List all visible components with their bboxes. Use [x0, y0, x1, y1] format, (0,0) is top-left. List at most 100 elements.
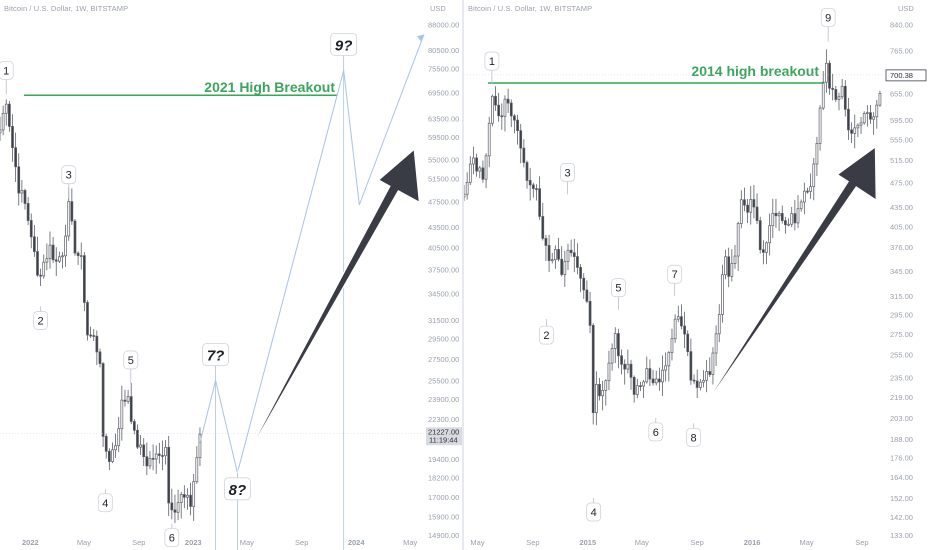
candle-down [123, 399, 127, 402]
candle-up [120, 399, 124, 430]
candle-up [721, 274, 724, 315]
chart-2022-canvas[interactable]: 88000.00 80500.00 75500.00 69500.00 63500.00… [0, 0, 462, 550]
candle-up [749, 199, 753, 213]
wave-label: 9? [330, 33, 358, 56]
wave-label-box [61, 165, 77, 185]
candle-down [569, 249, 573, 254]
candle-up [790, 213, 794, 225]
wave-label-text: 3 [66, 170, 72, 182]
candle-up [733, 255, 737, 264]
price-tick-label: 655.00 [890, 89, 913, 98]
wave-label: 4 [97, 493, 113, 513]
price-tick-label: 51500.00 [428, 174, 459, 183]
candle-down [142, 444, 146, 458]
candle-up [4, 103, 8, 114]
panel-divider [462, 0, 464, 550]
candle-up [613, 333, 617, 349]
price-tick-label: 15900.00 [428, 512, 459, 521]
wave-label: 8 [686, 427, 701, 447]
price-tick-label: 47500.00 [428, 198, 459, 207]
candle-down [157, 453, 161, 456]
price-tick-label: 152.00 [890, 494, 913, 503]
projection-arrowhead [417, 34, 424, 42]
candle-down [513, 115, 516, 121]
price-tick-label: 219.00 [890, 393, 913, 402]
time-tick-label: May [799, 538, 813, 547]
chart-2014-canvas[interactable]: 840.00 765.00 655.00 595.00 555.00 515.00 475.… [464, 0, 932, 550]
candle-up [607, 362, 611, 382]
price-tick-label: 75500.00 [428, 65, 459, 74]
candle-up [878, 93, 882, 106]
candle-up [503, 98, 507, 117]
time-tick-label: May [403, 538, 417, 547]
wave-label: 1 [0, 60, 14, 80]
candle-up [859, 122, 863, 126]
time-tick-label: Sep [855, 538, 868, 547]
candle-down [727, 256, 731, 277]
candle-down [522, 147, 526, 163]
candle-down [629, 363, 633, 378]
candle-down [481, 167, 485, 180]
candle-down [33, 236, 36, 252]
candle-down [582, 277, 586, 291]
candle-down [89, 334, 92, 337]
candle-up [195, 457, 199, 483]
candle-up [154, 453, 158, 460]
candle-down [850, 129, 853, 134]
candle-up [714, 333, 718, 354]
candle-down [17, 166, 21, 194]
candle-up [673, 318, 677, 340]
price-tick-label: 203.00 [890, 414, 913, 423]
candle-down [531, 184, 535, 189]
candle-down [39, 274, 42, 277]
time-tick-label: May [470, 538, 484, 547]
price-tick-label: 295.00 [890, 310, 913, 319]
candle-up [809, 186, 812, 192]
wave-label-box [164, 528, 180, 548]
candle-down [170, 502, 174, 511]
price-tick-label: 88000.00 [428, 20, 459, 29]
price-tick-label: 17000.00 [428, 493, 459, 502]
candle-up [45, 258, 49, 263]
time-tick-label: Sep [526, 538, 539, 547]
price-tick-label: 23900.00 [428, 395, 459, 404]
candle-up [61, 255, 64, 258]
candle-up [186, 494, 189, 498]
price-tick-label: 235.00 [890, 373, 913, 382]
candle-down [500, 115, 504, 118]
candle-down [585, 289, 589, 302]
candle-down [547, 245, 551, 261]
price-tick-label: 40500.00 [428, 244, 459, 253]
chart-panel-2014[interactable]: 840.00 765.00 655.00 595.00 555.00 515.00 475.… [464, 0, 932, 550]
candle-down [831, 87, 835, 90]
candle-down [54, 259, 58, 262]
candle-up [796, 208, 800, 224]
wave-label-box [648, 422, 664, 442]
candle-down [708, 371, 712, 375]
candle-up [739, 199, 743, 224]
wave-label-box [820, 8, 836, 27]
candle-down [104, 436, 108, 452]
price-tick-label: 27500.00 [428, 355, 459, 364]
wave-label-box [330, 33, 358, 56]
candle-down [136, 429, 139, 448]
candle-down [758, 220, 762, 251]
chart-panel-2022[interactable]: 88000.00 80500.00 75500.00 69500.00 63500.00… [0, 0, 462, 550]
candle-down [14, 147, 17, 168]
candle-down [51, 244, 55, 261]
price-tick-label: 133.00 [890, 531, 913, 540]
candle-up [698, 381, 702, 388]
bullish-arrow [236, 148, 421, 474]
candle-up [812, 163, 816, 188]
wave-label-box [97, 493, 113, 513]
price-tick-label: 405.00 [890, 223, 913, 232]
candle-up [604, 380, 608, 391]
candle-up [79, 255, 83, 257]
candle-up [862, 113, 866, 124]
candle-down [692, 379, 696, 382]
wave-label-text: 6 [653, 427, 659, 439]
candle-down [869, 112, 872, 120]
wave-label-text: 5 [615, 283, 621, 295]
candle-down [658, 378, 661, 383]
